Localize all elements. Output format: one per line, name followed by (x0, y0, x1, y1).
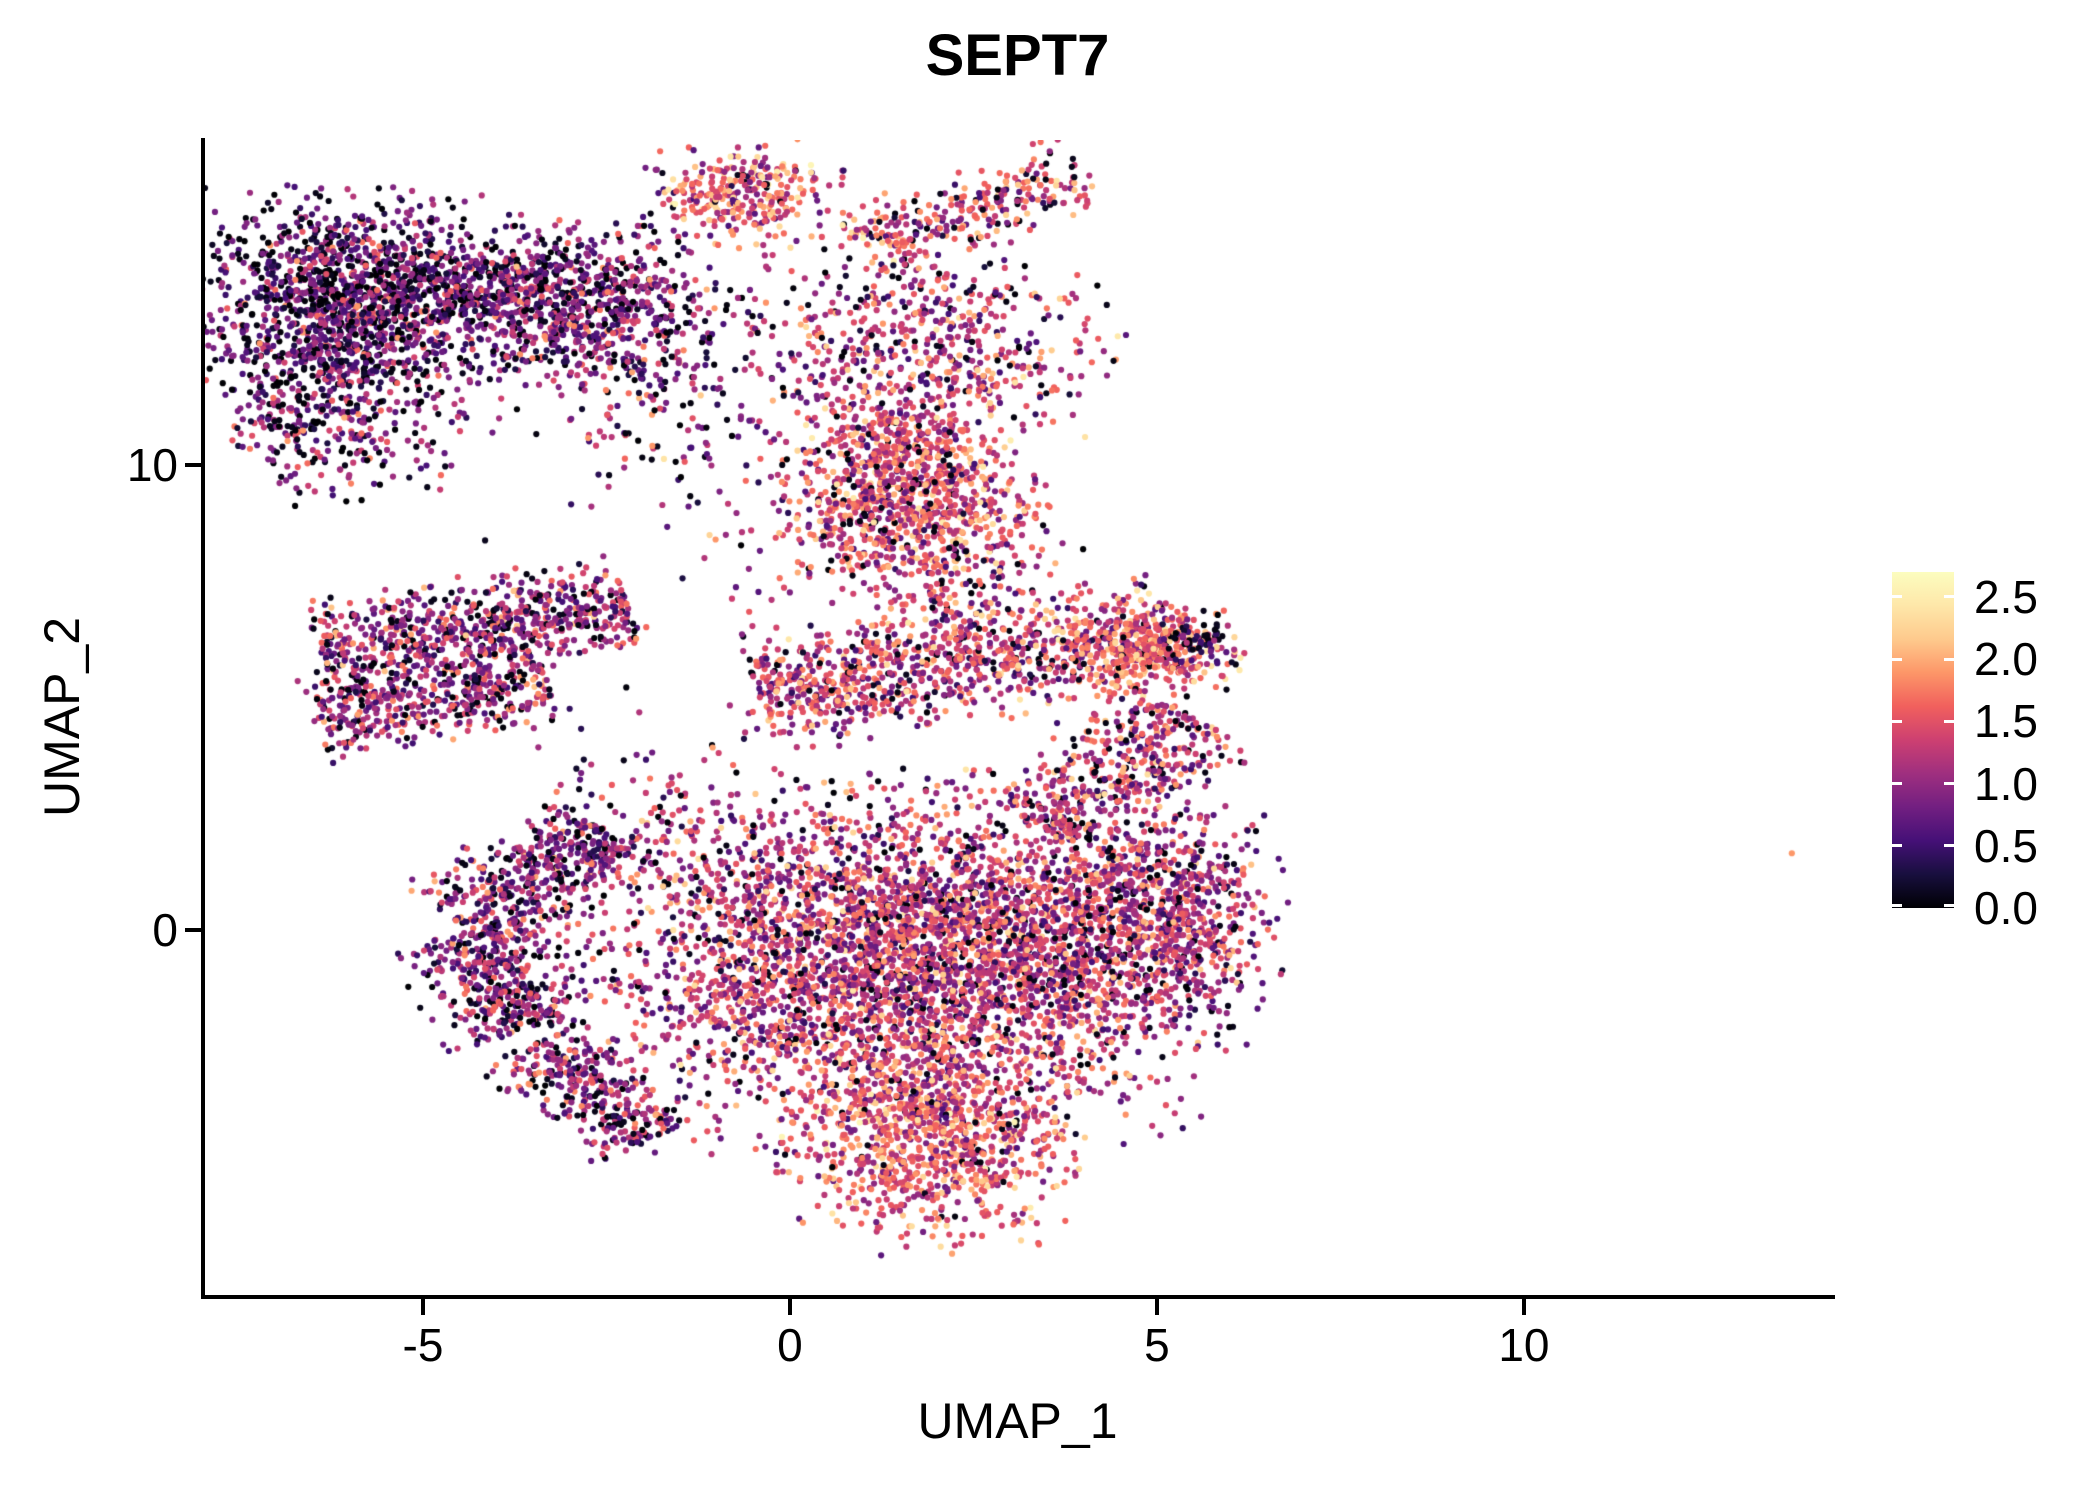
colorbar-tick-mark-right (1944, 904, 1954, 907)
colorbar-tick-mark-left (1892, 657, 1902, 661)
x-tick-mark (1154, 1299, 1159, 1315)
x-axis-line (201, 1295, 1835, 1299)
colorbar-tick-mark-left (1892, 719, 1902, 723)
x-tick-label: 5 (1144, 1319, 1170, 1371)
y-axis-line (201, 138, 205, 1299)
x-tick-mark (1521, 1299, 1526, 1315)
x-tick-label: 10 (1498, 1319, 1550, 1371)
y-tick-label: 10 (126, 439, 178, 492)
umap-scatter-canvas (205, 140, 1830, 1295)
y-axis-title: UMAP_2 (34, 616, 90, 818)
colorbar-tick-mark-right (1944, 719, 1954, 723)
y-tick-mark (185, 463, 201, 468)
colorbar-tick-mark-left (1892, 904, 1902, 907)
y-tick-label: 0 (152, 903, 178, 956)
colorbar-gradient (1892, 572, 1954, 908)
colorbar-tick-mark-left (1892, 844, 1902, 848)
colorbar-tick-mark-right (1944, 844, 1954, 848)
colorbar-tick-mark-right (1944, 595, 1954, 599)
colorbar-tick-label: 0.0 (1974, 882, 2038, 934)
plot-title: SEPT7 (925, 23, 1110, 88)
colorbar-tick-label: 1.0 (1974, 757, 2038, 810)
x-tick-label: -5 (402, 1319, 444, 1371)
colorbar-tick-mark-right (1944, 657, 1954, 661)
plot-panel (205, 140, 1830, 1295)
x-tick-mark (420, 1299, 425, 1315)
colorbar-tick-label: 2.5 (1974, 570, 2038, 623)
x-axis-title: UMAP_1 (917, 1393, 1118, 1449)
colorbar-tick-label: 2.0 (1974, 633, 2038, 686)
y-tick-mark (185, 927, 201, 932)
colorbar-tick-mark-left (1892, 782, 1902, 786)
x-tick-mark (787, 1299, 792, 1315)
x-tick-label: 0 (777, 1319, 803, 1371)
colorbar-tick-label: 0.5 (1974, 819, 2038, 872)
colorbar-tick-mark-left (1892, 595, 1902, 599)
colorbar-tick-mark-right (1944, 782, 1954, 786)
colorbar-tick-label: 1.5 (1974, 695, 2038, 748)
